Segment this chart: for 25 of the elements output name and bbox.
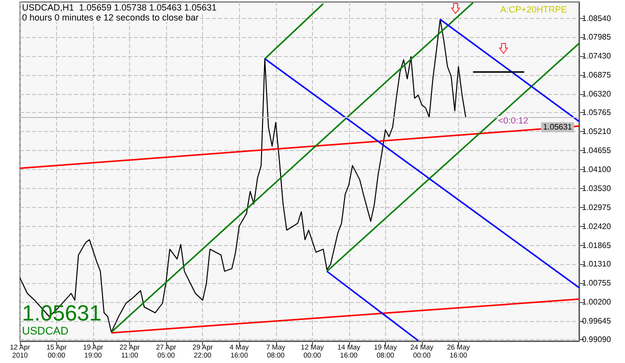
y-tick-label: 1.05765	[582, 108, 612, 118]
y-tick-label: 0.99645	[582, 316, 612, 326]
y-tick-label: 1.02420	[582, 222, 612, 231]
y-tick-label: 1.00755	[582, 278, 612, 288]
annotation: 1.05631	[22, 300, 102, 326]
y-tick-label: 1.06320	[582, 89, 612, 98]
y-tick-label: 1.07985	[582, 32, 612, 42]
annotation: <0:0:12	[498, 116, 528, 126]
y-tick-label: 1.04100	[582, 164, 612, 174]
y-tick-label: 0.99090	[582, 335, 612, 344]
y-tick-label: 1.08540	[582, 14, 612, 23]
annotation: USDCAD,H1 1.05659 1.05738 1.05463 1.05631	[22, 2, 217, 12]
y-tick-label: 1.01310	[582, 260, 612, 269]
y-tick-label: 1.06875	[582, 70, 612, 80]
annotation: USDCAD	[22, 326, 69, 338]
ref-line-label: 1.05631	[543, 122, 573, 132]
y-tick-label: 1.04655	[582, 146, 612, 155]
y-tick-label: 1.03530	[582, 184, 612, 194]
y-tick-label: 1.07430	[582, 52, 612, 61]
y-tick-label: 1.00200	[582, 297, 612, 306]
annotation: 0 hours 0 minutes e 12 seconds to close bar	[22, 12, 199, 22]
annotation: A:CP+20HTRPE	[500, 4, 568, 14]
y-tick-label: 1.05210	[582, 127, 612, 136]
y-tick-label: 1.02975	[582, 203, 612, 212]
y-tick-label: 1.01865	[582, 240, 612, 250]
